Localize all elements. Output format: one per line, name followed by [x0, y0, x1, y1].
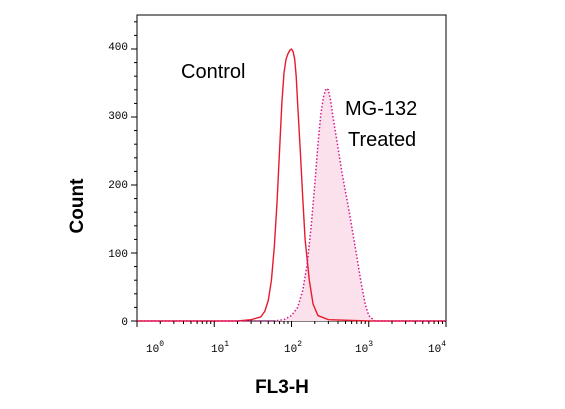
x-tick-label-10e2: 102: [284, 340, 302, 356]
x-axis-label: FL3-H: [255, 377, 309, 398]
y-tick-label-200: 200: [108, 180, 128, 192]
y-tick-label-400: 400: [108, 42, 128, 54]
x-tick-label-10e1: 101: [211, 340, 229, 356]
series-line-0: [137, 48, 446, 322]
y-tick-label-0: 0: [121, 317, 128, 329]
y-tick-label-100: 100: [108, 249, 128, 261]
control-annotation: Control: [181, 61, 245, 83]
mg132-annotation-line2: Treated: [348, 129, 416, 151]
mg132-annotation-line1: MG-132: [345, 98, 417, 120]
series-fill-1: [137, 88, 446, 321]
y-tick-label-300: 300: [108, 111, 128, 123]
y-tick-labels: 400 300 200 100 0: [108, 42, 128, 329]
x-tick-labels: 100 101 102 103 104: [146, 340, 446, 356]
y-axis-label: Count: [67, 178, 88, 234]
series-line-1: [137, 87, 446, 322]
x-tick-label-10e4: 104: [428, 340, 446, 356]
plot-area: [131, 14, 447, 327]
x-tick-label-10e0: 100: [146, 340, 164, 356]
x-tick-label-10e3: 103: [355, 340, 373, 356]
